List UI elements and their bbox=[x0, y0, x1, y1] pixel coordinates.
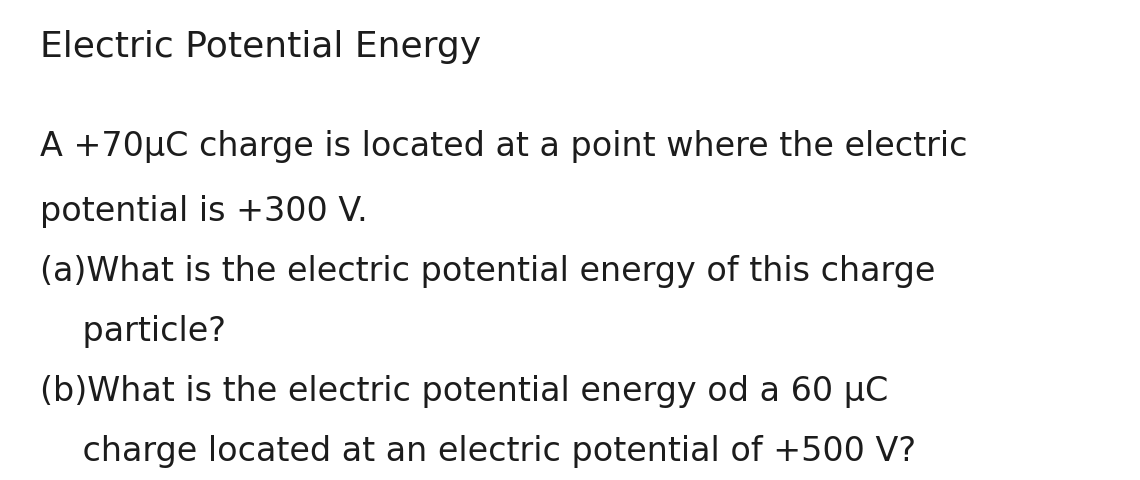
Text: (b)What is the electric potential energy od a 60 μC: (b)What is the electric potential energy… bbox=[40, 374, 888, 407]
Text: (a)What is the electric potential energy of this charge: (a)What is the electric potential energy… bbox=[40, 254, 936, 288]
Text: Electric Potential Energy: Electric Potential Energy bbox=[40, 30, 481, 64]
Text: particle?: particle? bbox=[40, 314, 226, 347]
Text: charge located at an electric potential of +500 V?: charge located at an electric potential … bbox=[40, 434, 917, 467]
Text: potential is +300 V.: potential is +300 V. bbox=[40, 194, 368, 228]
Text: A +70μC charge is located at a point where the electric: A +70μC charge is located at a point whe… bbox=[40, 130, 968, 163]
